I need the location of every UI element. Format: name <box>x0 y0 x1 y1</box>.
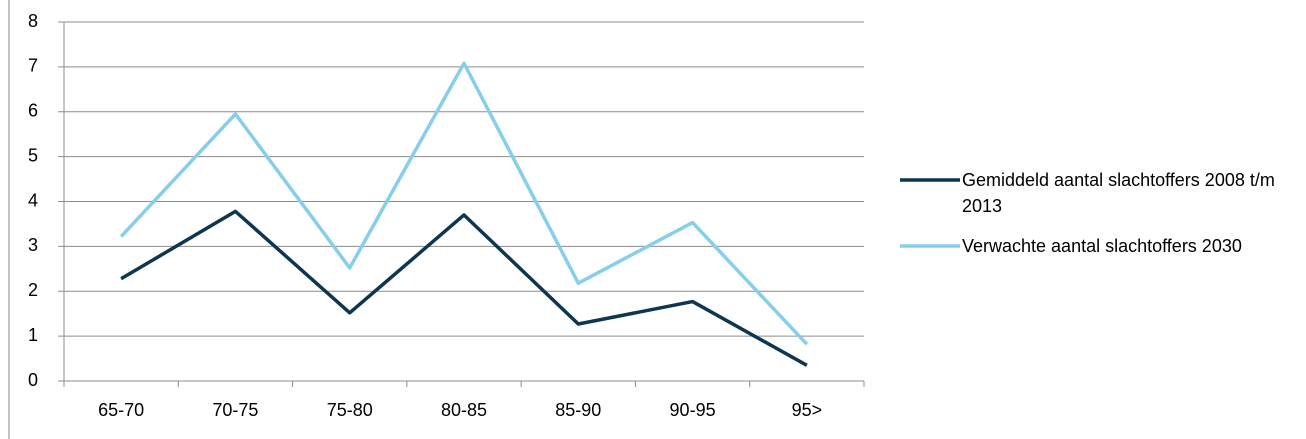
x-tick-label: 95> <box>792 400 823 420</box>
x-tick-label: 85-90 <box>555 400 601 420</box>
y-tick-label: 6 <box>28 101 38 121</box>
x-tick-label: 75-80 <box>327 400 373 420</box>
y-tick-label: 5 <box>28 145 38 165</box>
data-line <box>120 209 808 367</box>
y-tick-label: 1 <box>28 325 38 345</box>
y-tick-label: 0 <box>28 370 38 390</box>
data-line <box>119 61 809 346</box>
legend-label: Gemiddeld aantal slachtoffers 2008 t/m 2… <box>962 170 1275 216</box>
y-tick-label: 7 <box>28 56 38 76</box>
x-tick-label: 70-75 <box>212 400 258 420</box>
x-tick-label: 65-70 <box>98 400 144 420</box>
y-tick-label: 3 <box>28 235 38 255</box>
x-tick-label: 80-85 <box>441 400 487 420</box>
x-tick-label: 90-95 <box>670 400 716 420</box>
y-tick-label: 8 <box>28 11 38 31</box>
y-tick-label: 4 <box>28 190 38 210</box>
y-tick-label: 2 <box>28 280 38 300</box>
legend-label: Verwachte aantal slachtoffers 2030 <box>962 236 1242 256</box>
